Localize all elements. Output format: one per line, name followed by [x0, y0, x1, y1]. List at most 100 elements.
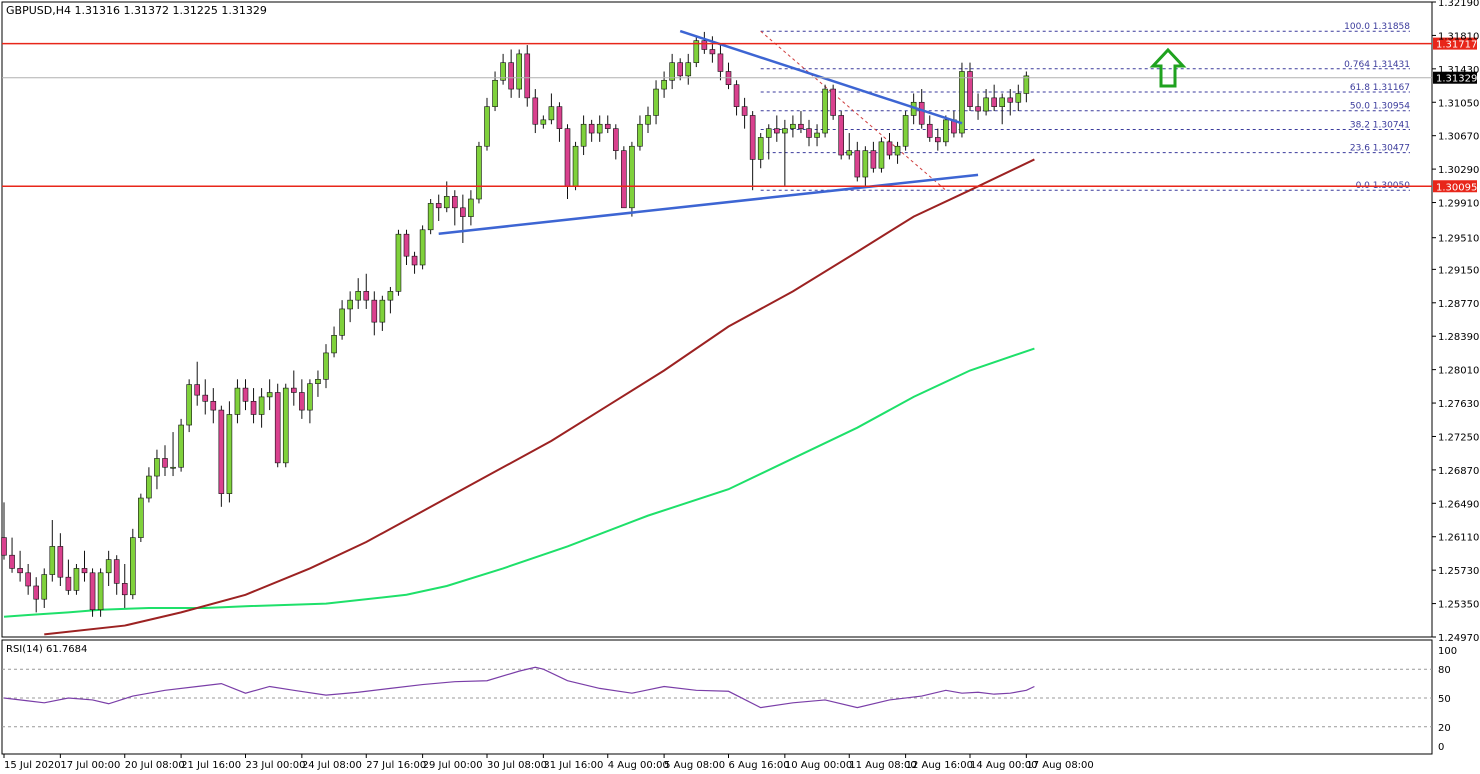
candle-body — [540, 119, 547, 125]
candle-body — [427, 203, 434, 231]
price-axis: 1.32190 1.31810 1.31430 1.31050 1.30670 1.302… — [1432, 0, 1479, 644]
fib-level-label: 61.8 1.31167 — [1350, 83, 1410, 93]
candle-body — [363, 291, 370, 301]
candle-body — [934, 137, 941, 143]
horizontal-levels: 1.31717 1.31329 1.30095 — [2, 37, 1477, 193]
fib-level-label: 100.0 1.31858 — [1344, 22, 1410, 32]
candle-body — [862, 150, 869, 178]
candle-body — [806, 128, 812, 138]
resistance-price-tag: 1.31717 — [1436, 40, 1477, 51]
candle-body — [25, 572, 31, 587]
candle-body — [798, 123, 804, 129]
candle-body — [266, 392, 273, 398]
candle-body — [790, 123, 796, 129]
price-axis-label: 1.26870 — [1438, 466, 1479, 477]
time-axis-label: 17 Aug 08:00 — [1026, 760, 1093, 771]
candle-body — [524, 53, 531, 99]
time-axis-label: 24 Jul 08:00 — [302, 760, 362, 771]
candle-body — [604, 123, 611, 129]
time-axis-label: 10 Aug 00:00 — [785, 760, 852, 771]
chart-header: GBPUSD,H4 1.31316 1.31372 1.31225 1.3132… — [6, 4, 267, 17]
candle-body — [588, 123, 595, 134]
candle-body — [146, 475, 152, 499]
candle-body — [218, 409, 225, 494]
candle-body — [105, 559, 112, 574]
candle-body — [830, 88, 836, 116]
candle-body — [178, 424, 184, 468]
time-axis-label: 20 Jul 08:00 — [125, 760, 185, 771]
price-axis-label: 1.30670 — [1438, 132, 1479, 143]
candle-body — [476, 145, 482, 200]
candle-body — [484, 106, 490, 147]
candle-body — [669, 62, 675, 81]
price-axis-label: 1.28390 — [1438, 332, 1479, 343]
candle-body — [451, 196, 458, 209]
candle-body — [210, 400, 217, 411]
trendline — [679, 29, 963, 125]
price-axis-label: 1.25730 — [1438, 566, 1479, 577]
support-price-tag: 1.30095 — [1436, 182, 1477, 193]
candle-body — [379, 299, 386, 323]
candle-body — [926, 123, 933, 138]
time-axis-label: 27 Jul 16:00 — [366, 760, 426, 771]
candle-body — [355, 291, 362, 301]
price-axis-label: 1.31050 — [1438, 98, 1479, 109]
time-axis-label: 6 Aug 16:00 — [729, 760, 790, 771]
current-price-tag-bg — [1433, 71, 1477, 84]
rsi-label: RSI(14) 61.7684 — [6, 644, 87, 655]
price-axis-label: 1.32190 — [1438, 0, 1479, 9]
candle-body — [661, 79, 667, 90]
candle-body — [274, 392, 281, 464]
candle-body — [331, 335, 337, 354]
candle-body — [621, 150, 627, 209]
fib-level-label: 38.2 1.30741 — [1350, 120, 1410, 130]
support-price-tag-bg — [1433, 180, 1477, 193]
rsi-axis-label: 50 — [1438, 694, 1451, 705]
rsi-pane-frame — [1, 639, 1433, 755]
candle-body — [701, 40, 708, 50]
time-axis-label: 30 Jul 08:00 — [487, 760, 547, 771]
candle-body — [121, 583, 128, 596]
resistance-price-tag-bg — [1433, 37, 1477, 50]
candle-body — [17, 568, 23, 574]
candle-body — [975, 106, 981, 112]
time-axis-label: 29 Jul 00:00 — [423, 760, 483, 771]
candle-body — [81, 568, 88, 574]
candle-body — [886, 141, 893, 156]
candle-body — [677, 62, 684, 77]
candle-body — [894, 145, 901, 156]
trendline — [438, 173, 979, 235]
candle-body — [250, 400, 257, 415]
candle-body — [749, 115, 756, 160]
price-axis-label: 1.30290 — [1438, 165, 1479, 176]
candle-body — [508, 62, 514, 90]
price-axis-label: 1.24970 — [1438, 633, 1479, 644]
candle-body — [1015, 93, 1022, 103]
candle-body — [323, 352, 329, 380]
candle-body — [532, 97, 539, 125]
candle-body — [154, 458, 160, 477]
axis-frame — [1, 1, 1433, 755]
candle-body — [709, 49, 716, 55]
candle-body — [846, 150, 853, 156]
candle-body — [838, 115, 845, 156]
candle-body — [685, 62, 692, 77]
time-axis-label: 4 Aug 00:00 — [608, 760, 669, 771]
candle-body — [435, 203, 442, 209]
candle-body — [315, 379, 321, 385]
candle-body — [572, 145, 579, 187]
price-axis-label: 1.25350 — [1438, 600, 1479, 611]
candle-body — [717, 53, 724, 72]
time-axis-label: 11 Aug 08:00 — [849, 760, 916, 771]
time-axis-label: 23 Jul 00:00 — [246, 760, 306, 771]
candle-body — [258, 396, 265, 415]
candle-body — [89, 572, 96, 611]
candle-body — [130, 537, 136, 596]
candle-body — [999, 97, 1006, 107]
price-axis-label: 1.26110 — [1438, 533, 1479, 544]
candle-body — [49, 546, 56, 575]
price-axis-label: 1.28010 — [1438, 366, 1479, 377]
candle-body — [878, 141, 885, 169]
candle-body — [395, 233, 402, 292]
